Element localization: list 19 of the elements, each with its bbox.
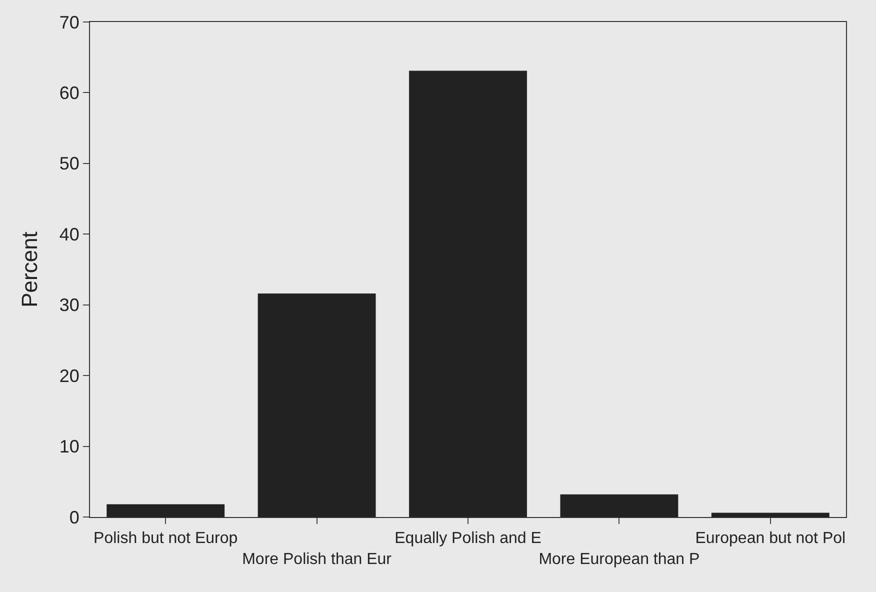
y-tick-label: 10 xyxy=(59,436,80,457)
bar xyxy=(560,494,678,517)
y-tick-label: 0 xyxy=(69,507,80,528)
x-tick-label: European but not Pol xyxy=(695,530,846,548)
x-tick-label: Equally Polish and E xyxy=(394,530,542,548)
y-tick-label: 40 xyxy=(59,224,80,244)
y-tick-label: 70 xyxy=(59,12,80,32)
y-tick-label: 60 xyxy=(59,83,80,104)
x-tick-label: More Polish than Eur xyxy=(242,551,392,568)
y-tick-label: 20 xyxy=(59,366,80,386)
y-tick-label: 30 xyxy=(59,295,80,316)
x-tick-label: More European than P xyxy=(538,551,700,568)
bar xyxy=(258,294,376,517)
y-tick-label: 50 xyxy=(59,154,80,174)
bar xyxy=(711,512,830,517)
x-tick-label: Polish but not Europ xyxy=(94,530,238,548)
y-axis-title: Percent xyxy=(17,232,42,308)
bar xyxy=(106,504,225,517)
bar xyxy=(409,70,527,517)
